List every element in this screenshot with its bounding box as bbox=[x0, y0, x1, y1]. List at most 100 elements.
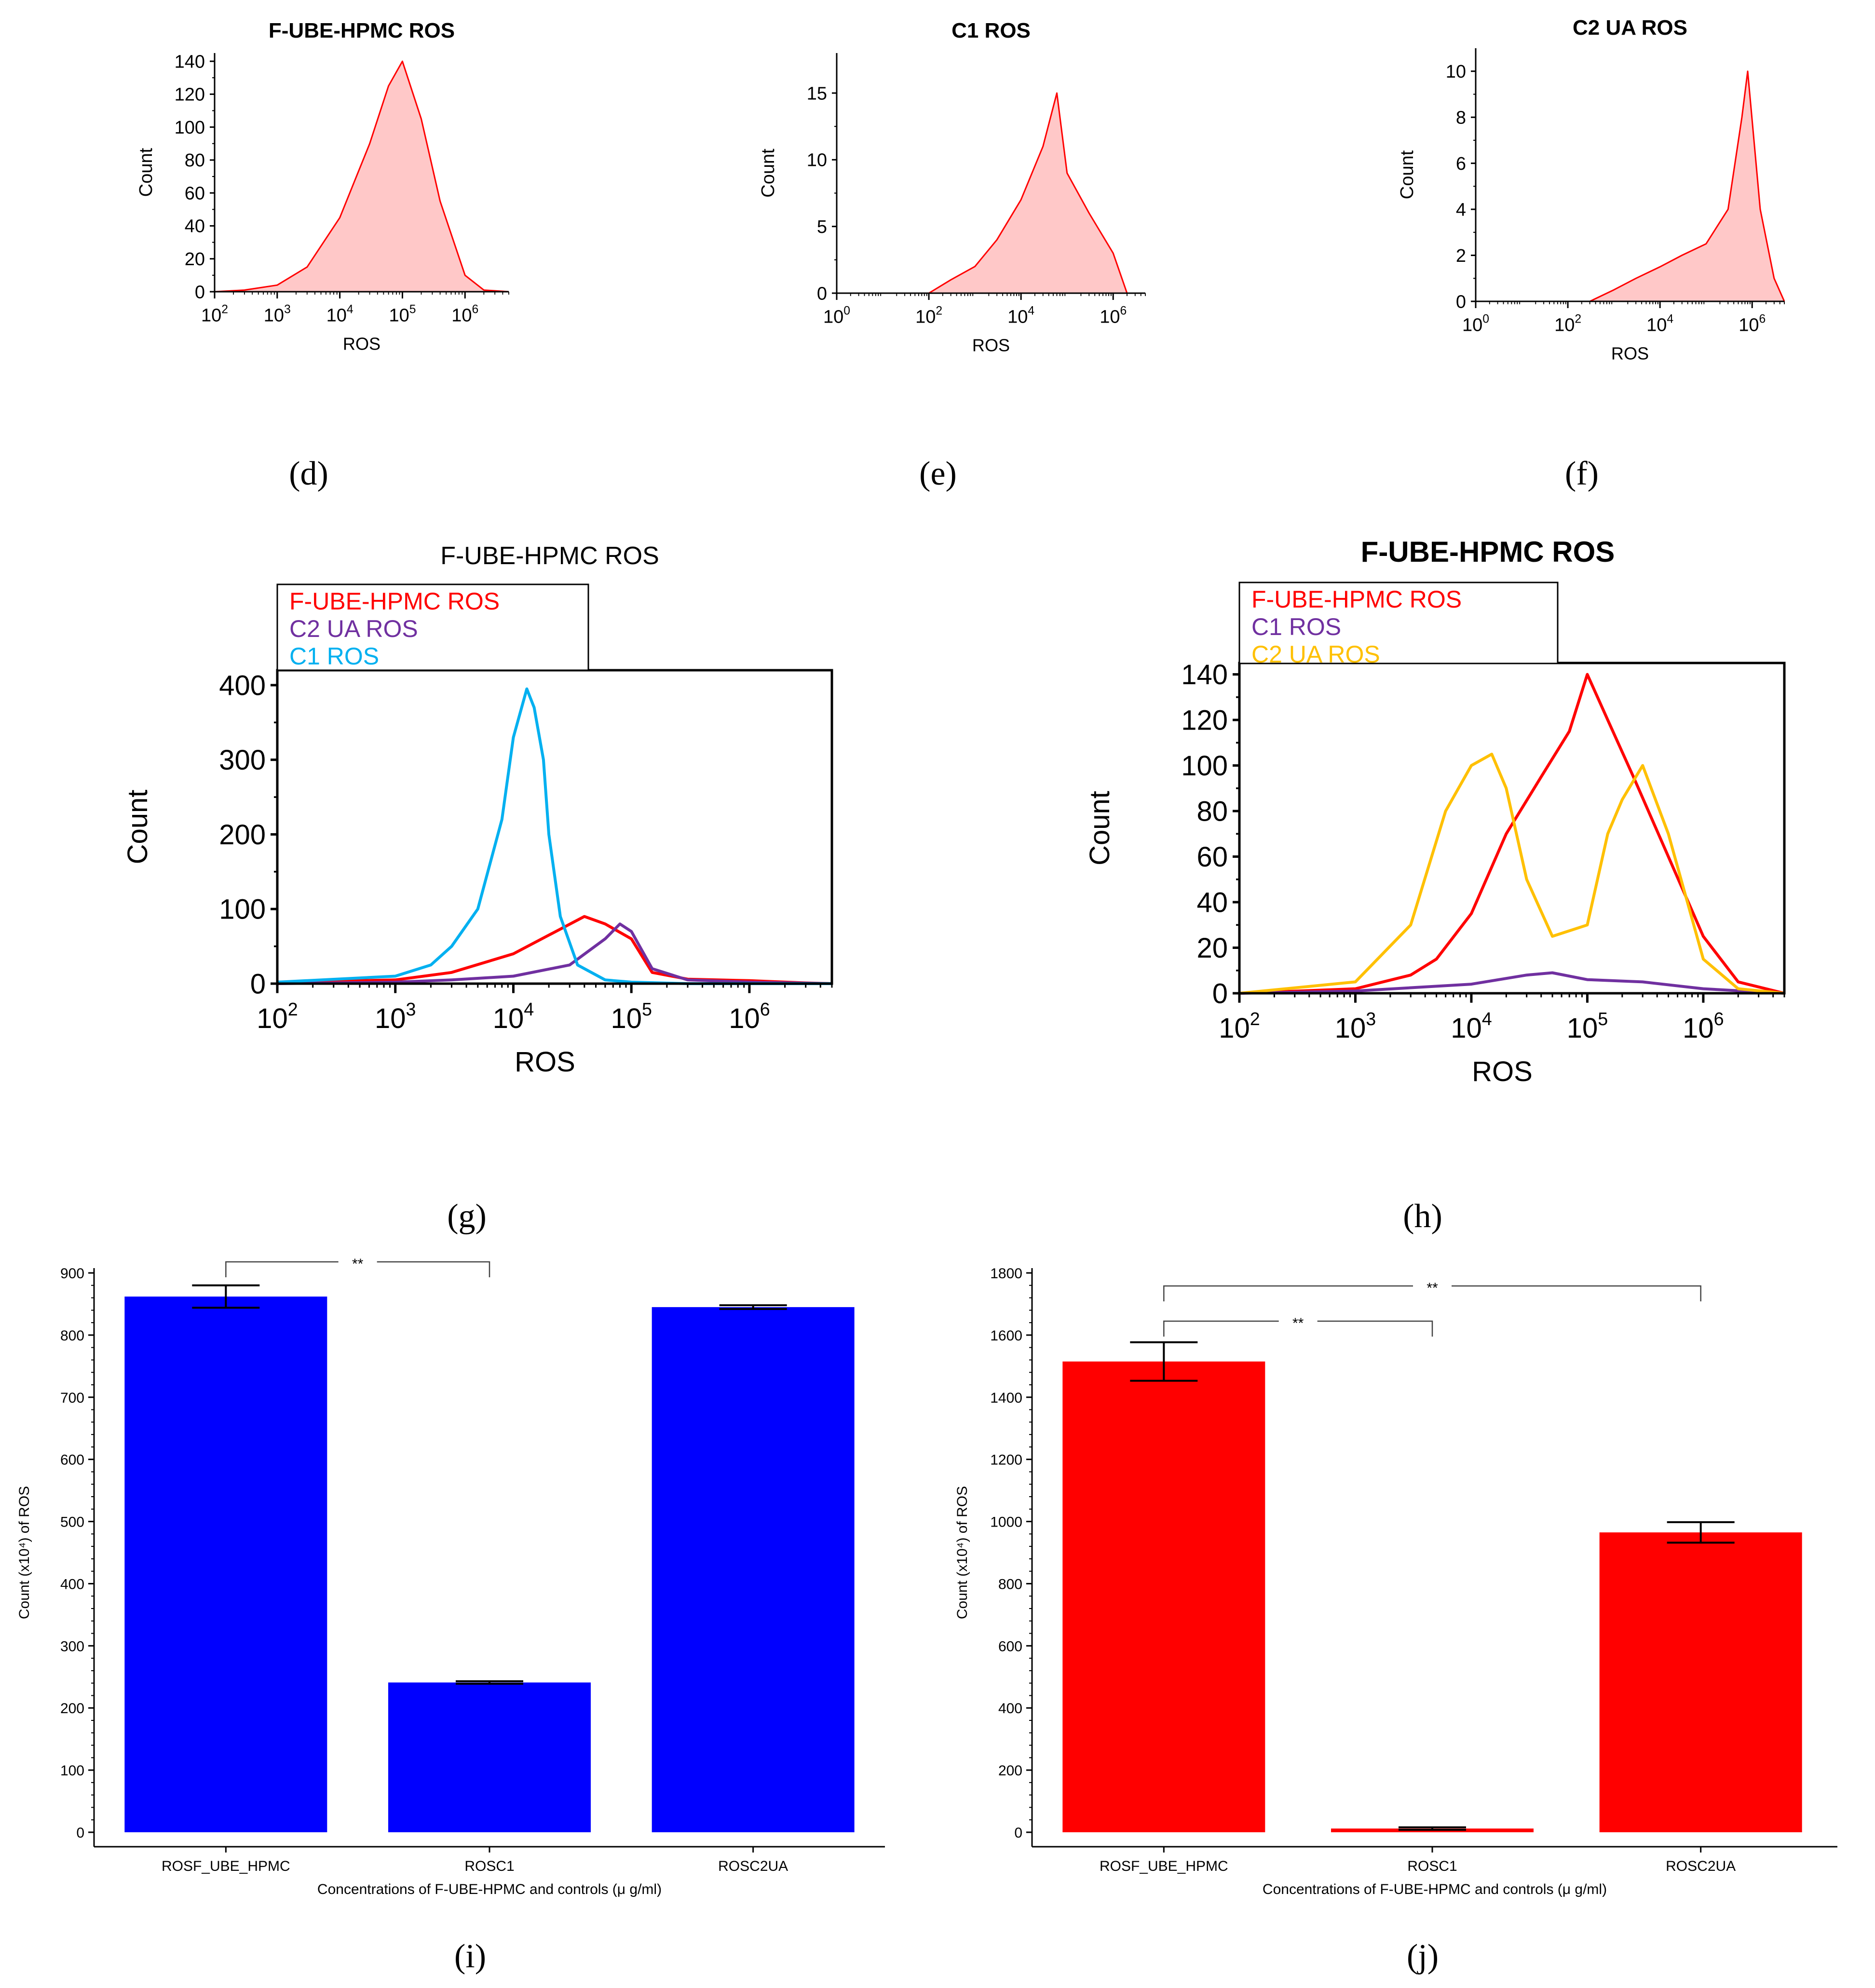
series-line-0 bbox=[277, 915, 832, 985]
series-line-0 bbox=[837, 92, 1145, 294]
x-tick-label: ROSC1 bbox=[1407, 1858, 1457, 1874]
y-tick-label: 400 bbox=[219, 670, 266, 701]
y-tick-label: 300 bbox=[219, 744, 266, 776]
panel-label-g: (g) bbox=[447, 1198, 487, 1235]
series-line-0 bbox=[1476, 70, 1785, 302]
y-tick-label: 200 bbox=[219, 819, 266, 851]
y-tick-label: 100 bbox=[175, 118, 205, 138]
y-tick-label: 20 bbox=[1196, 933, 1228, 964]
y-tick-label: 1400 bbox=[990, 1390, 1022, 1406]
y-tick-label: 700 bbox=[60, 1390, 84, 1406]
y-tick-label: 4 bbox=[1456, 200, 1466, 220]
y-axis-label: Count bbox=[1397, 150, 1417, 199]
significance-gap bbox=[1278, 1314, 1318, 1328]
x-tick-label: 106 bbox=[451, 303, 478, 325]
y-tick-label: 60 bbox=[185, 183, 205, 203]
x-tick-label: 100 bbox=[1462, 312, 1489, 335]
x-tick-label: ROSC2UA bbox=[1666, 1858, 1736, 1874]
legend-entry: F-UBE-HPMC ROS bbox=[289, 588, 500, 615]
x-tick-label: 104 bbox=[1007, 304, 1034, 327]
bar-0 bbox=[1062, 1361, 1265, 1832]
series-line-1 bbox=[277, 922, 832, 985]
x-tick-label: 102 bbox=[257, 999, 298, 1034]
y-axis-label: Count bbox=[136, 148, 156, 197]
series-area-0 bbox=[837, 93, 1145, 293]
x-tick-label: 102 bbox=[1219, 1009, 1260, 1044]
significance-gap bbox=[1413, 1279, 1452, 1293]
y-tick-label: 10 bbox=[1446, 62, 1466, 82]
y-tick-label: 0 bbox=[1212, 978, 1228, 1009]
x-tick-label: 100 bbox=[823, 304, 850, 327]
x-axis-label: ROS bbox=[515, 1046, 575, 1078]
x-axis-label: ROS bbox=[1611, 343, 1649, 363]
y-tick-label: 0 bbox=[817, 284, 827, 304]
chart-d: F-UBE-HPMC ROS 0 20 40 60 80 100 120 140 102 103 10… bbox=[136, 19, 509, 353]
y-tick-label: 100 bbox=[60, 1763, 84, 1779]
chart-g: F-UBE-HPMC ROS 0 100 200 300 400 102 103 104 105 1… bbox=[122, 542, 833, 1078]
y-tick-label: 60 bbox=[1196, 841, 1228, 873]
panel-label-f: (f) bbox=[1565, 455, 1599, 492]
series-line-2 bbox=[277, 687, 832, 985]
y-tick-label: 120 bbox=[1181, 704, 1228, 736]
x-tick-label: 105 bbox=[611, 999, 652, 1034]
legend-entry: C1 ROS bbox=[1251, 613, 1341, 640]
y-tick-label: 400 bbox=[60, 1576, 84, 1592]
y-tick-label: 1000 bbox=[990, 1515, 1022, 1530]
chart-title: C1 ROS bbox=[951, 19, 1031, 42]
significance-label: ** bbox=[352, 1256, 364, 1272]
series-line-0 bbox=[1239, 673, 1785, 995]
y-tick-label: 1200 bbox=[990, 1452, 1022, 1468]
y-tick-label: 120 bbox=[175, 85, 205, 105]
y-tick-label: 10 bbox=[807, 150, 827, 171]
y-tick-label: 0 bbox=[250, 968, 266, 1000]
y-tick-label: 800 bbox=[998, 1576, 1022, 1592]
series-area-0 bbox=[215, 61, 509, 292]
bar-2 bbox=[1599, 1532, 1802, 1832]
x-tick-label: 104 bbox=[326, 303, 353, 325]
legend-entry: C2 UA ROS bbox=[289, 615, 418, 642]
x-tick-label: 106 bbox=[1100, 304, 1127, 327]
x-tick-label: ROSC2UA bbox=[718, 1858, 788, 1874]
y-tick-label: 0 bbox=[1014, 1825, 1022, 1841]
legend-box bbox=[1238, 582, 1559, 664]
y-tick-label: 100 bbox=[219, 894, 266, 925]
y-axis-label: Count bbox=[758, 149, 778, 198]
y-tick-label: 140 bbox=[1181, 659, 1228, 690]
chart-title: C2 UA ROS bbox=[1573, 16, 1687, 40]
y-tick-label: 2 bbox=[1456, 246, 1466, 266]
panel-label-d: (d) bbox=[289, 455, 328, 492]
x-tick-label: 102 bbox=[1554, 312, 1581, 335]
y-tick-label: 200 bbox=[998, 1763, 1022, 1779]
series-line-0 bbox=[214, 60, 509, 293]
x-tick-label: 103 bbox=[264, 303, 291, 325]
series-line-2 bbox=[1239, 753, 1785, 995]
bar-0 bbox=[124, 1296, 327, 1832]
y-tick-label: 40 bbox=[1196, 887, 1228, 918]
chart-f: C2 UA ROS 0 2 4 6 8 10 100 102 104 106 ROS Count bbox=[1397, 16, 1785, 363]
y-tick-label: 600 bbox=[60, 1452, 84, 1468]
panel-label-i: (i) bbox=[454, 1938, 486, 1975]
x-tick-label: ROSC1 bbox=[464, 1858, 514, 1874]
y-tick-label: 0 bbox=[1456, 292, 1466, 312]
chart-e: C1 ROS 0 5 10 15 100 102 104 106 ROS Count bbox=[758, 19, 1146, 355]
y-tick-label: 500 bbox=[60, 1515, 84, 1530]
x-tick-label: 104 bbox=[493, 999, 534, 1034]
x-tick-label: 104 bbox=[1646, 312, 1673, 335]
y-axis-label: Count bbox=[1084, 791, 1115, 866]
x-tick-label: 102 bbox=[201, 303, 228, 325]
x-tick-label: ROSF_UBE_HPMC bbox=[162, 1858, 290, 1874]
series-line-1 bbox=[1239, 971, 1785, 995]
y-tick-label: 5 bbox=[817, 217, 827, 237]
legend-entry: C1 ROS bbox=[289, 643, 379, 670]
series-area-0 bbox=[1476, 71, 1784, 301]
panel-label-h: (h) bbox=[1403, 1198, 1442, 1235]
y-tick-label: 200 bbox=[60, 1701, 84, 1717]
y-axis-label: Count bbox=[122, 790, 153, 865]
bar-2 bbox=[652, 1307, 855, 1832]
legend-entry: F-UBE-HPMC ROS bbox=[1251, 586, 1462, 613]
y-tick-label: 100 bbox=[1181, 750, 1228, 782]
y-tick-label: 600 bbox=[998, 1638, 1022, 1654]
x-tick-label: 105 bbox=[1567, 1009, 1608, 1044]
y-tick-label: 8 bbox=[1456, 108, 1466, 128]
